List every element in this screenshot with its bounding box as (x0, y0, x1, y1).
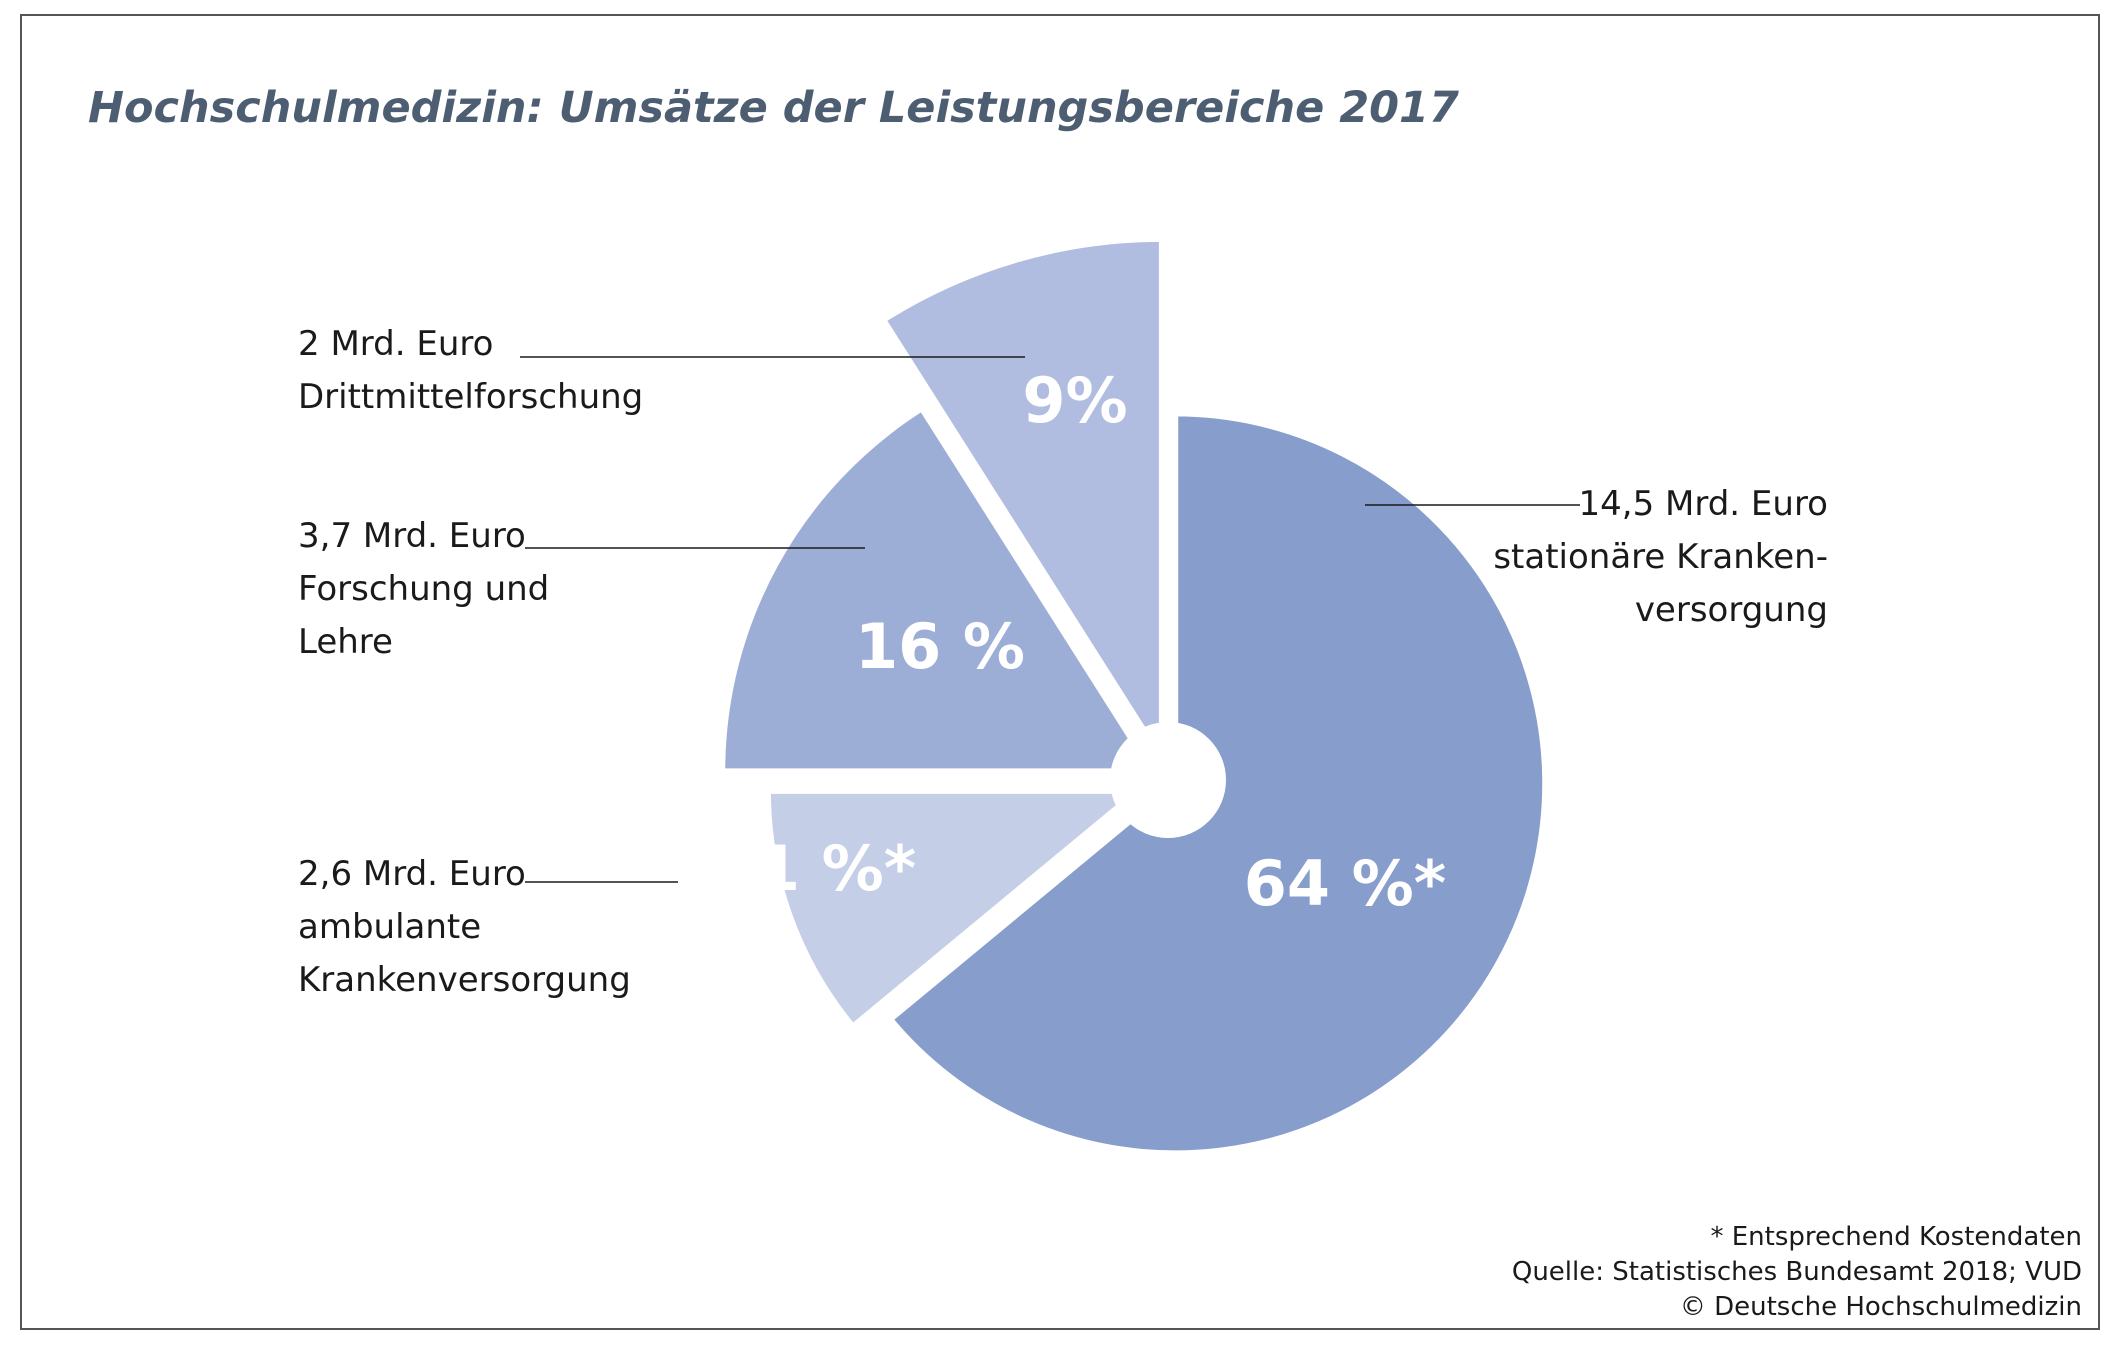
slice-amount-label: 2,6 Mrd. Euro (298, 854, 526, 894)
slice-name-label: Lehre (298, 622, 393, 662)
slice-percent-label: 11 %* (714, 832, 916, 905)
slice-percent-label: 16 % (855, 610, 1025, 683)
slice-amount-label: 3,7 Mrd. Euro (298, 516, 526, 556)
slice-name-label: Krankenversorgung (298, 960, 631, 1000)
pie-slices (719, 235, 1549, 1157)
slice-name-label: ambulante (298, 907, 481, 947)
pie-center-hole (1110, 722, 1226, 838)
footnote-line: * Entsprechend Kostendaten (1710, 1222, 2082, 1252)
pie-slice (880, 235, 1165, 762)
pie-slice (764, 787, 1141, 1030)
slice-name-label: stationäre Kranken- (1493, 537, 1828, 577)
slice-percent-label: 9% (1022, 364, 1127, 437)
leader-lines (520, 356, 1580, 883)
footnote-line: © Deutsche Hochschulmedizin (1680, 1292, 2082, 1322)
slice-name-label: Forschung und (298, 569, 549, 609)
pie-slice (719, 405, 1156, 775)
slice-name-label: Drittmittelforschung (298, 377, 643, 417)
slice-amount-label: 14,5 Mrd. Euro (1579, 484, 1829, 524)
slice-name-label: versorgung (1635, 590, 1828, 630)
chart-title: Hochschulmedizin: Umsätze der Leistungsb… (88, 83, 1459, 133)
footnote-line: Quelle: Statistisches Bundesamt 2018; VU… (1512, 1257, 2082, 1287)
percent-labels: 64 %* 11 %* 16 % 9% (714, 364, 1446, 920)
footnotes: * Entsprechend Kostendaten Quelle: Statis… (1512, 1222, 2082, 1322)
slice-amount-label: 2 Mrd. Euro (298, 324, 493, 364)
slice-labels: 14,5 Mrd. Euro stationäre Kranken-versorg… (298, 324, 1828, 1000)
slice-percent-label: 64 %* (1244, 847, 1446, 920)
